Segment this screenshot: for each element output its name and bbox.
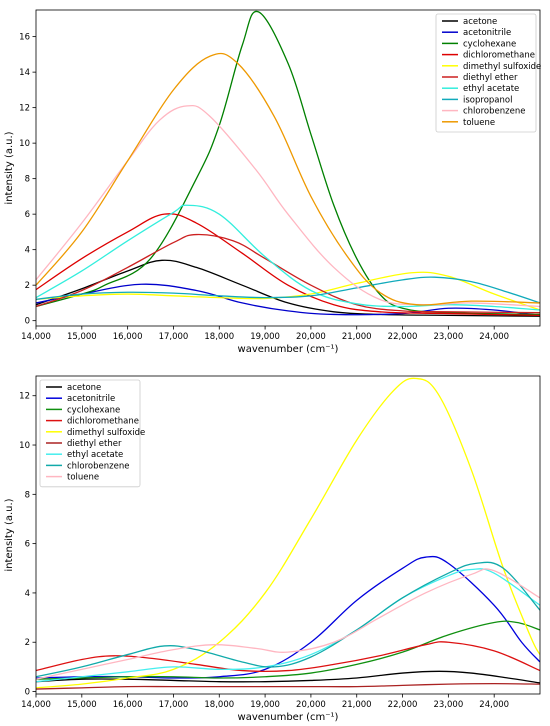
legend-label: isopropanol xyxy=(463,95,512,105)
legend-label: acetone xyxy=(463,17,497,27)
series-lines xyxy=(36,10,540,317)
legend-label: toluene xyxy=(463,118,495,128)
x-tick-label: 14,000 xyxy=(21,332,51,342)
y-axis-label: intensity (a.u.) xyxy=(4,498,15,571)
series-line-acetone xyxy=(36,670,540,684)
bottom-chart: 14,000 15,000 16,000 17,000 18,000 19,000 20,0… xyxy=(4,375,541,723)
series-line-dichloromethane xyxy=(36,213,540,316)
x-tick-label: 22,000 xyxy=(388,700,418,710)
y-axis-label: intensity (a.u.) xyxy=(4,131,15,204)
x-axis-label: wavenumber (cm⁻¹) xyxy=(238,344,339,355)
y-tick-label: 2 xyxy=(25,281,30,291)
series-line-toluene xyxy=(36,568,540,680)
y-tick-label: 6 xyxy=(25,210,30,220)
series-line-ethyl-acetate xyxy=(36,568,540,683)
series-lines xyxy=(36,377,540,690)
legend-label: dimethyl sulfoxide xyxy=(67,428,145,438)
x-tick-label: 14,000 xyxy=(21,700,51,710)
y-tick-label: 16 xyxy=(19,33,30,43)
series-line-dichloromethane xyxy=(36,641,540,673)
legend-label: cyclohexane xyxy=(463,39,516,49)
x-tick-label: 15,000 xyxy=(67,700,97,710)
series-line-dimethyl-sulfoxide xyxy=(36,377,540,689)
legend-label: chlorobenzene xyxy=(67,461,129,471)
legend-label: diethyl ether xyxy=(463,73,518,83)
legend-label: dichloromethane xyxy=(67,417,139,427)
x-tick-label: 16,000 xyxy=(113,700,143,710)
legend-label: ethyl acetate xyxy=(67,450,123,460)
y-tick-label: 8 xyxy=(25,175,30,185)
y-tick-label: 4 xyxy=(25,246,30,256)
x-tick-label: 16,000 xyxy=(113,332,143,342)
legend-label: diethyl ether xyxy=(67,439,122,449)
x-tick-label: 24,000 xyxy=(479,332,509,342)
series-line-isopropanol xyxy=(36,276,540,304)
legend-label: cyclohexane xyxy=(67,405,120,415)
y-tick-label: 10 xyxy=(19,139,30,149)
x-tick-label: 17,000 xyxy=(159,700,189,710)
x-tick-label: 20,000 xyxy=(296,332,326,342)
series-line-toluene xyxy=(36,52,540,306)
x-axis-label: wavenumber (cm⁻¹) xyxy=(238,712,339,723)
y-tick-label: 0 xyxy=(25,688,30,698)
legend-label: toluene xyxy=(67,473,99,483)
x-tick-label: 17,000 xyxy=(159,332,189,342)
legend-label: acetonitrile xyxy=(463,28,511,38)
legend-label: acetone xyxy=(67,383,101,393)
y-tick-label: 4 xyxy=(25,589,30,599)
series-line-acetonitrile xyxy=(36,283,540,316)
series-line-cyclohexane xyxy=(36,620,540,680)
legend-label: dimethyl sulfoxide xyxy=(463,62,541,72)
series-line-chlorobenzene xyxy=(36,561,540,678)
plot-frame xyxy=(35,375,541,695)
x-tick-label: 22,000 xyxy=(388,332,418,342)
legend-label: acetonitrile xyxy=(67,394,115,404)
x-tick-label: 19,000 xyxy=(250,700,280,710)
legend-box xyxy=(435,13,537,133)
x-tick-label: 23,000 xyxy=(433,332,463,342)
x-tick-label: 18,000 xyxy=(204,332,234,342)
y-tick-label: 12 xyxy=(19,104,30,114)
x-tick-label: 18,000 xyxy=(204,700,234,710)
legend-label: chlorobenzene xyxy=(463,107,525,117)
series-line-diethyl-ether xyxy=(36,682,540,690)
series-line-dimethyl-sulfoxide xyxy=(36,271,540,311)
top-chart: 14,000 15,000 16,000 17,000 18,000 19,000 20,0… xyxy=(4,9,541,355)
legend-box xyxy=(39,379,141,488)
y-tick-label: 14 xyxy=(19,68,30,78)
x-tick-label: 15,000 xyxy=(67,332,97,342)
x-tick-label: 21,000 xyxy=(342,332,372,342)
plot-frame xyxy=(35,9,541,327)
x-tick-label: 19,000 xyxy=(250,332,280,342)
x-tick-label: 21,000 xyxy=(342,700,372,710)
y-tick-label: 0 xyxy=(25,317,30,327)
series-line-acetonitrile xyxy=(36,555,540,679)
x-tick-label: 24,000 xyxy=(479,700,509,710)
series-line-ethyl-acetate xyxy=(36,204,540,311)
legend-label: dichloromethane xyxy=(463,51,535,61)
legend-label: ethyl acetate xyxy=(463,84,519,94)
y-tick-label: 12 xyxy=(19,392,30,402)
y-tick-label: 6 xyxy=(25,540,30,550)
x-tick-label: 23,000 xyxy=(433,700,463,710)
series-line-diethyl-ether xyxy=(36,233,540,314)
series-line-cyclohexane xyxy=(36,10,540,316)
series-line-acetone xyxy=(36,259,540,317)
y-tick-label: 2 xyxy=(25,638,30,648)
y-tick-label: 10 xyxy=(19,441,30,451)
y-tick-label: 8 xyxy=(25,490,30,500)
x-tick-label: 20,000 xyxy=(296,700,326,710)
